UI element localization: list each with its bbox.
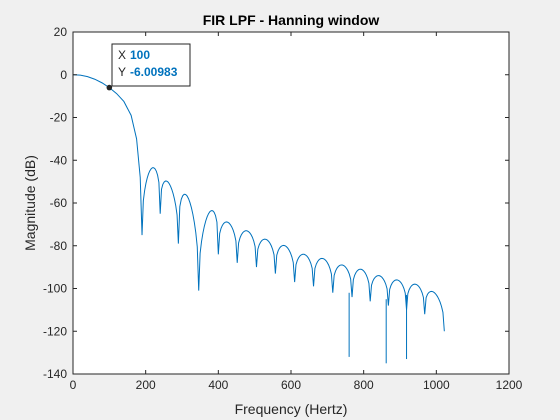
y-tick-label: -140	[43, 367, 67, 381]
datatip-marker[interactable]	[106, 84, 113, 91]
y-tick-label: -60	[50, 196, 68, 210]
x-tick-label: 200	[136, 378, 156, 392]
datatip-y-value: -6.00983	[130, 65, 178, 79]
x-tick-label: 0	[70, 378, 77, 392]
plot-area[interactable]	[73, 74, 445, 364]
x-tick-label: 400	[208, 378, 228, 392]
y-tick-label: -80	[50, 239, 68, 253]
axes-background	[73, 32, 509, 374]
y-tick-label: -120	[43, 324, 67, 338]
y-tick-label: 20	[54, 25, 68, 39]
y-axis-label: Magnitude (dB)	[22, 155, 38, 251]
x-tick-label: 600	[281, 378, 301, 392]
chart-title: FIR LPF - Hanning window	[203, 12, 380, 28]
y-tick-label: -20	[50, 111, 68, 125]
datatip-x-label: X	[118, 48, 126, 62]
datatip[interactable]: X 100 Y -6.00983	[111, 43, 191, 87]
axis-ticks: 0 200 400 600 800 1000 1200200-20-40-60-80-100…	[43, 25, 523, 392]
datatip-box	[111, 43, 191, 87]
y-tick-label: 0	[60, 68, 67, 82]
x-axis-label: Frequency (Hertz)	[235, 401, 348, 417]
x-tick-label: 1200	[496, 378, 523, 392]
x-tick-label: 800	[354, 378, 374, 392]
magnitude-response-line	[73, 74, 445, 332]
y-tick-label: -40	[50, 153, 68, 167]
x-tick-label: 1000	[423, 378, 450, 392]
y-tick-label: -100	[43, 282, 67, 296]
datatip-y-label: Y	[118, 65, 126, 79]
datatip-x-value: 100	[130, 48, 150, 62]
